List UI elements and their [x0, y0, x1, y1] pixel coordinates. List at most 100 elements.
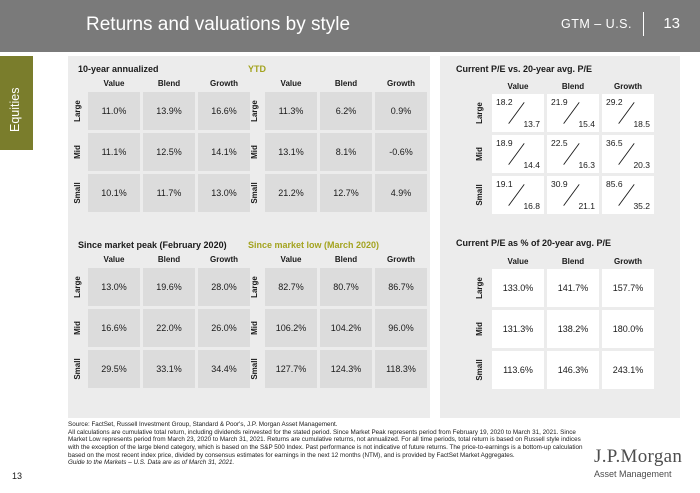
return-cell: 11.1% [88, 133, 140, 171]
column-header: Value [280, 255, 302, 264]
current-pe: 29.2 [606, 97, 623, 107]
returns-table-title: 10-year annualized [78, 64, 159, 74]
column-header: Blend [561, 257, 585, 266]
current-pe: 85.6 [606, 179, 623, 189]
diagonal-divider [618, 184, 635, 206]
header-bar: Returns and valuations by style GTM – U.… [0, 0, 700, 52]
row-header: Small [73, 182, 82, 204]
average-pe: 21.1 [578, 201, 595, 211]
return-cell: 80.7% [320, 268, 372, 306]
return-cell: 12.5% [143, 133, 195, 171]
column-header: Blend [561, 82, 585, 91]
column-header: Blend [157, 255, 181, 264]
column-header: Blend [157, 79, 181, 88]
current-pe: 30.9 [551, 179, 568, 189]
column-header: Value [507, 257, 529, 266]
column-header: Value [103, 255, 125, 264]
column-header: Growth [210, 79, 238, 88]
average-pe: 18.5 [633, 119, 650, 129]
return-cell: 96.0% [375, 309, 427, 347]
diagonal-divider [618, 102, 635, 124]
pe-pct-cell: 180.0% [602, 310, 654, 348]
return-cell: 34.4% [198, 350, 250, 388]
return-cell: 21.2% [265, 174, 317, 212]
valuations-panel: Current P/E vs. 20-year avg. P/E Value Ble… [440, 56, 680, 418]
return-cell: 127.7% [265, 350, 317, 388]
return-cell: 16.6% [88, 309, 140, 347]
return-cell: 14.1% [198, 133, 250, 171]
return-cell: 82.7% [265, 268, 317, 306]
pe-pct-cell: 141.7% [547, 269, 599, 307]
return-cell: 8.1% [320, 133, 372, 171]
column-header: Value [103, 79, 125, 88]
return-cell: 26.0% [198, 309, 250, 347]
return-cell: 106.2% [265, 309, 317, 347]
return-cell: 0.9% [375, 92, 427, 130]
logo-name: J.P.Morgan [594, 446, 683, 467]
column-header: Value [280, 79, 302, 88]
row-header: Small [475, 359, 484, 381]
average-pe: 13.7 [523, 119, 540, 129]
pe-cell: 29.2 18.5 [602, 94, 654, 132]
row-header: Small [475, 184, 484, 206]
return-cell: 118.3% [375, 350, 427, 388]
returns-table-title: Since market peak (February 2020) [78, 240, 227, 250]
pe-table-title: Current P/E vs. 20-year avg. P/E [456, 64, 593, 74]
row-header: Small [250, 358, 259, 380]
pe-pct-cell: 243.1% [602, 351, 654, 389]
footnotes: Source: FactSet, Russell Investment Grou… [68, 421, 588, 467]
page-title: Returns and valuations by style [86, 14, 351, 35]
row-header: Large [73, 276, 82, 298]
return-cell: 6.2% [320, 92, 372, 130]
return-cell: 86.7% [375, 268, 427, 306]
column-header: Growth [387, 255, 415, 264]
header-corner [0, 0, 68, 52]
average-pe: 20.3 [633, 160, 650, 170]
diagonal-divider [563, 102, 580, 124]
row-header: Large [250, 276, 259, 298]
region-label: GTM – U.S. [561, 17, 632, 31]
row-header: Large [475, 102, 484, 124]
column-header: Growth [614, 257, 642, 266]
current-pe: 19.1 [496, 179, 513, 189]
average-pe: 15.4 [578, 119, 595, 129]
return-cell: 33.1% [143, 350, 195, 388]
return-cell: 13.9% [143, 92, 195, 130]
return-cell: 19.6% [143, 268, 195, 306]
pe-cell: 18.9 14.4 [492, 135, 544, 173]
return-cell: 10.1% [88, 174, 140, 212]
pe-cell: 36.5 20.3 [602, 135, 654, 173]
row-header: Small [250, 182, 259, 204]
current-pe: 18.9 [496, 138, 513, 148]
current-pe: 21.9 [551, 97, 568, 107]
return-cell: 124.3% [320, 350, 372, 388]
row-header: Mid [73, 321, 82, 335]
section-tab: Equities [0, 56, 33, 150]
diagonal-divider [508, 102, 525, 124]
pe-pct-cell: 133.0% [492, 269, 544, 307]
column-header: Value [507, 82, 529, 91]
average-pe: 16.3 [578, 160, 595, 170]
returns-table-title: YTD [248, 64, 266, 74]
section-tab-label: Equities [8, 87, 22, 132]
pe-cell: 21.9 15.4 [547, 94, 599, 132]
pe-cell: 19.1 16.8 [492, 176, 544, 214]
pe-pct-cell: 157.7% [602, 269, 654, 307]
row-header: Mid [250, 145, 259, 159]
return-cell: 22.0% [143, 309, 195, 347]
row-header: Mid [475, 322, 484, 336]
methodology-note: All calculations are cumulative total re… [68, 428, 583, 459]
return-cell: 11.3% [265, 92, 317, 130]
source-note: Source: FactSet, Russell Investment Grou… [68, 421, 338, 428]
row-header: Mid [475, 147, 484, 161]
return-cell: 11.0% [88, 92, 140, 130]
row-header: Large [475, 277, 484, 299]
footer-page-number: 13 [12, 471, 23, 481]
return-cell: 104.2% [320, 309, 372, 347]
row-header: Large [250, 100, 259, 122]
jpmorgan-logo: J.P.Morgan Asset Management [594, 446, 694, 479]
diagonal-divider [563, 184, 580, 206]
pe-cell: 22.5 16.3 [547, 135, 599, 173]
pe-cell: 85.6 35.2 [602, 176, 654, 214]
guide-note: Guide to the Markets – U.S. Data are as … [68, 459, 235, 467]
